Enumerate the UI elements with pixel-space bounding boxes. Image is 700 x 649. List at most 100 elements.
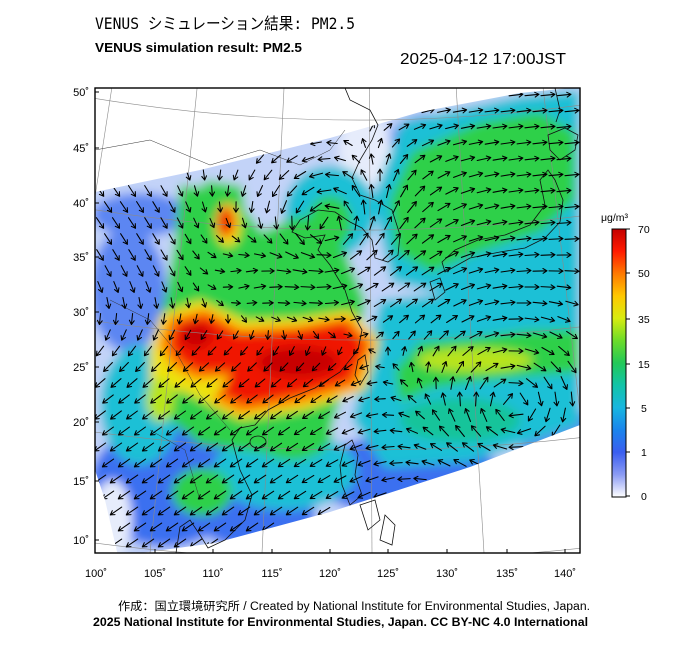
wind-arrow: [500, 267, 516, 274]
wind-arrow: [285, 474, 299, 484]
wind-arrow: [248, 169, 256, 181]
wind-arrow: [455, 424, 465, 438]
wind-arrow: [390, 298, 402, 308]
lon-label: 135˚: [496, 568, 518, 580]
wind-arrow: [519, 392, 529, 406]
wind-arrow: [422, 426, 434, 436]
wind-arrow: [209, 217, 216, 229]
wind-arrow: [407, 200, 417, 214]
wind-arrow: [556, 155, 572, 162]
wind-arrow: [508, 251, 524, 258]
wind-arrow: [368, 183, 375, 199]
wind-arrow: [352, 347, 360, 355]
wind-arrow: [253, 283, 267, 290]
wind-arrow: [208, 314, 215, 324]
wind-arrow: [184, 266, 192, 276]
wind-arrow: [348, 283, 364, 291]
wind-arrow: [484, 139, 500, 146]
wind-arrow: [342, 171, 354, 179]
lat-label: 35˚: [73, 252, 89, 264]
wind-arrow: [437, 298, 451, 308]
wind-arrow: [423, 330, 433, 340]
wind-arrow: [468, 203, 484, 210]
wind-arrow: [192, 282, 200, 292]
wind-arrow: [430, 314, 442, 324]
wind-arrow: [460, 123, 476, 130]
wind-arrow: [128, 312, 135, 326]
wind-arrow: [120, 233, 128, 245]
wind-arrow: [332, 251, 348, 259]
wind-arrow: [324, 203, 340, 210]
wind-arrow: [239, 346, 249, 356]
wind-arrow: [197, 490, 211, 500]
wind-arrow: [137, 296, 144, 310]
wind-arrow: [445, 250, 459, 259]
wind-arrow: [295, 200, 305, 214]
wind-arrow: [476, 187, 492, 194]
wind-arrow: [476, 219, 492, 226]
wind-arrow: [238, 410, 250, 420]
wind-arrow: [293, 490, 307, 500]
wind-arrow: [304, 346, 311, 356]
wind-arrow: [392, 363, 400, 371]
wind-arrow: [456, 391, 463, 407]
wind-arrow: [149, 426, 163, 436]
wind-arrow: [289, 215, 296, 231]
wind-arrow: [216, 235, 224, 243]
wind-arrow: [334, 316, 346, 322]
wind-arrow: [492, 283, 508, 290]
wind-arrow: [492, 347, 508, 354]
wind-arrow: [437, 139, 451, 146]
wind-arrow: [238, 283, 250, 290]
wind-arrow: [257, 217, 264, 229]
wind-arrow: [117, 458, 131, 468]
wind-arrow: [317, 443, 331, 451]
wind-arrow: [460, 251, 476, 258]
wind-arrow: [165, 458, 179, 468]
coastlines: [95, 88, 579, 553]
wind-arrow: [445, 155, 459, 162]
wind-arrow: [261, 458, 275, 468]
wind-arrow: [508, 412, 524, 419]
wind-arrow: [540, 219, 556, 226]
wind-arrow: [413, 282, 427, 292]
wind-arrow: [288, 346, 295, 356]
wind-arrow: [318, 411, 330, 419]
wind-arrow: [158, 378, 170, 388]
wind-arrow: [437, 234, 451, 244]
wind-arrow: [476, 123, 492, 130]
wind-arrow: [321, 346, 327, 356]
wind-arrow: [134, 394, 146, 404]
wind-arrow: [246, 299, 258, 306]
wind-arrow: [302, 410, 314, 420]
wind-arrow: [429, 123, 443, 130]
wind-arrow: [405, 459, 419, 466]
wind-arrow: [105, 296, 112, 310]
wind-arrow: [399, 379, 409, 387]
wind-arrow: [237, 506, 251, 516]
wind-arrow: [484, 299, 500, 306]
wind-arrow: [286, 378, 298, 388]
wind-arrow: [206, 378, 218, 388]
wind-arrow: [484, 107, 500, 114]
wind-arrow: [397, 476, 411, 483]
wind-arrow: [160, 249, 168, 261]
wind-arrow: [524, 316, 540, 323]
wind-arrow: [150, 394, 162, 404]
lon-label: 115˚: [261, 568, 282, 580]
wind-arrow: [213, 490, 227, 500]
wind-arrow: [453, 235, 467, 243]
wind-arrow: [109, 506, 123, 516]
wind-arrow: [286, 410, 298, 420]
colorbar-tick: 35: [638, 314, 650, 326]
wind-arrow: [445, 123, 459, 130]
wind-arrow: [241, 217, 248, 229]
wind-arrow: [460, 219, 476, 227]
wind-arrow: [213, 426, 227, 436]
wind-arrow: [157, 506, 171, 516]
wind-arrow: [343, 332, 353, 338]
wind-arrow: [144, 249, 152, 261]
wind-arrow: [324, 267, 340, 274]
wind-arrow: [438, 425, 450, 437]
wind-arrow: [176, 249, 184, 261]
